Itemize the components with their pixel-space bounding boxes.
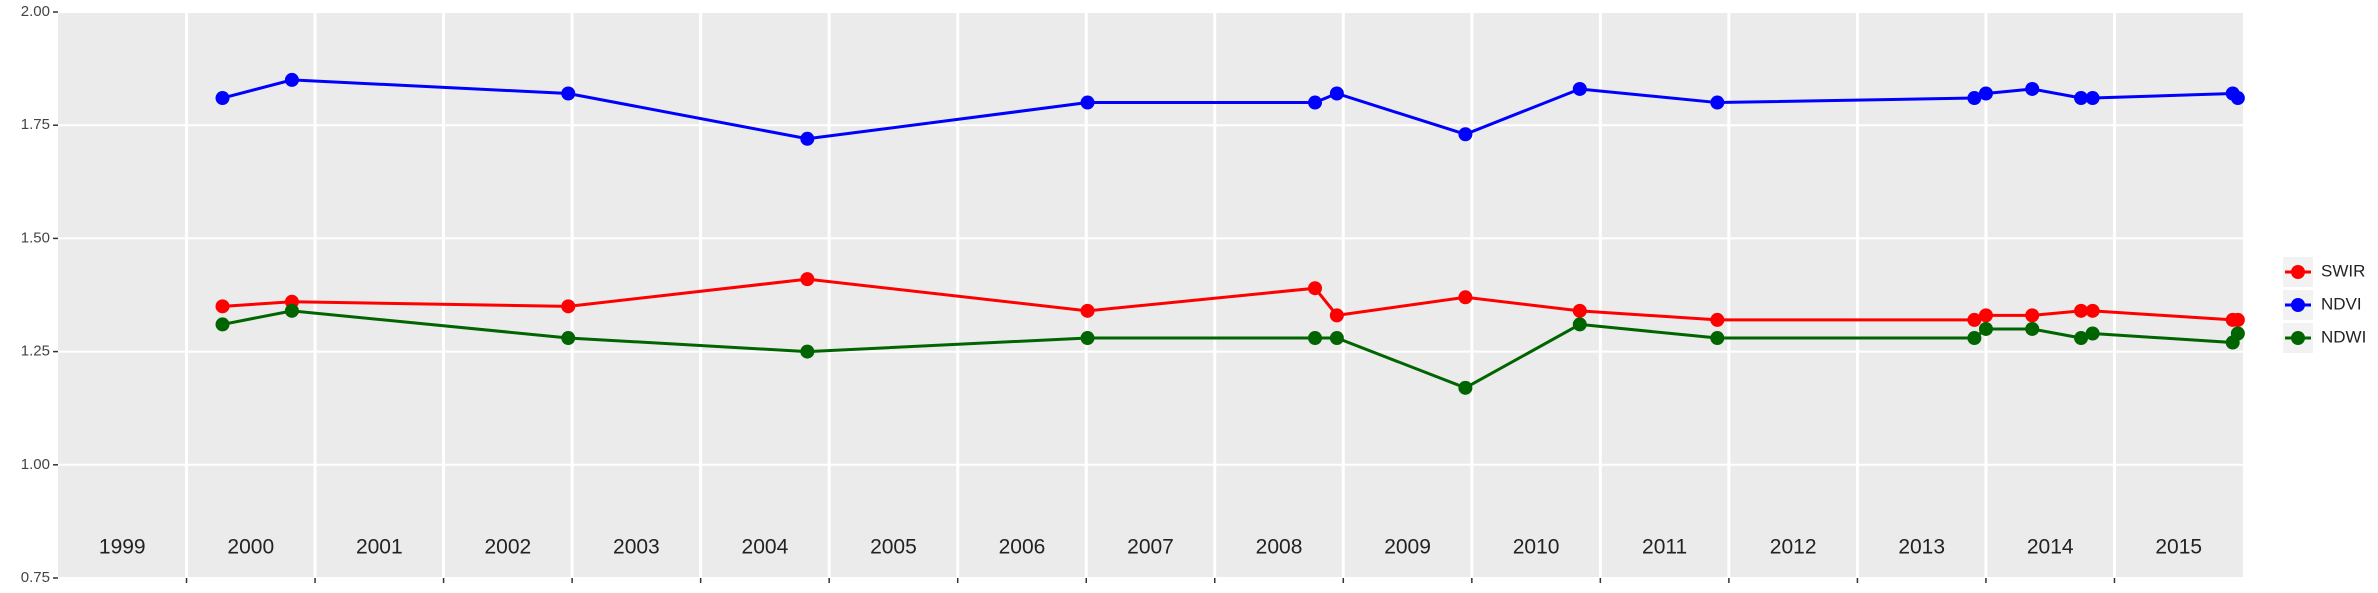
data-point xyxy=(1308,331,1323,346)
data-point xyxy=(1572,81,1587,96)
x-tick-label: 2000 xyxy=(227,536,274,559)
data-point xyxy=(561,331,576,346)
y-tick-label: 2.00 xyxy=(21,3,50,20)
data-point xyxy=(561,299,576,314)
data-point xyxy=(2025,308,2040,323)
data-point xyxy=(2074,91,2089,106)
y-tick-label: 1.00 xyxy=(21,456,50,473)
data-point xyxy=(2085,91,2100,106)
data-point xyxy=(800,344,815,359)
data-point xyxy=(2025,321,2040,336)
data-point xyxy=(2230,312,2245,327)
legend-label: NDVI xyxy=(2321,294,2362,313)
legend-point xyxy=(2291,331,2305,345)
data-point xyxy=(1967,91,1982,106)
data-point xyxy=(1308,95,1323,110)
data-point xyxy=(1710,312,1725,327)
data-point xyxy=(1978,308,1993,323)
data-point xyxy=(1329,86,1344,101)
x-tick-label: 2002 xyxy=(484,536,531,559)
data-point xyxy=(1572,317,1587,332)
data-point xyxy=(2025,81,2040,96)
x-tick-label: 2003 xyxy=(613,536,660,559)
data-point xyxy=(1458,290,1473,305)
x-tick-label: 1999 xyxy=(99,536,146,559)
x-tick-label: 2001 xyxy=(356,536,403,559)
data-point xyxy=(2085,326,2100,341)
data-point xyxy=(1458,127,1473,142)
data-point xyxy=(2074,303,2089,318)
x-tick-label: 2015 xyxy=(2155,536,2202,559)
data-point xyxy=(1710,331,1725,346)
x-tick-label: 2008 xyxy=(1256,536,1303,559)
legend-point xyxy=(2291,298,2305,312)
legend-label: NDWI xyxy=(2321,327,2366,346)
data-point xyxy=(1080,95,1095,110)
legend-label: SWIR xyxy=(2321,261,2365,280)
data-point xyxy=(1572,303,1587,318)
data-point xyxy=(284,72,299,87)
x-tick-label: 2012 xyxy=(1770,536,1817,559)
data-point xyxy=(561,86,576,101)
data-point xyxy=(1308,281,1323,296)
data-point xyxy=(1710,95,1725,110)
x-tick-label: 2011 xyxy=(1642,536,1687,559)
data-point xyxy=(1978,86,1993,101)
y-tick-label: 1.25 xyxy=(21,343,50,360)
data-point xyxy=(215,317,230,332)
data-point xyxy=(2230,326,2245,341)
data-point xyxy=(1967,312,1982,327)
legend-point xyxy=(2291,265,2305,279)
data-point xyxy=(215,91,230,106)
x-tick-label: 2005 xyxy=(870,536,917,559)
data-point xyxy=(800,131,815,146)
y-tick-label: 1.50 xyxy=(21,229,50,246)
data-point xyxy=(215,299,230,314)
data-point xyxy=(1329,308,1344,323)
x-tick-label: 2014 xyxy=(2027,536,2074,559)
data-point xyxy=(1967,331,1982,346)
x-tick-label: 2007 xyxy=(1127,536,1174,559)
panel xyxy=(58,12,2243,578)
y-tick-label: 1.75 xyxy=(21,116,50,133)
data-point xyxy=(1978,321,1993,336)
data-point xyxy=(2085,303,2100,318)
data-point xyxy=(1329,331,1344,346)
x-tick-label: 2004 xyxy=(742,536,789,559)
y-tick-label: 0.75 xyxy=(21,569,50,586)
x-tick-label: 2010 xyxy=(1513,536,1560,559)
x-tick-label: 2009 xyxy=(1384,536,1431,559)
data-point xyxy=(800,272,815,287)
data-point xyxy=(2230,91,2245,106)
data-point xyxy=(1080,303,1095,318)
data-point xyxy=(2074,331,2089,346)
data-point xyxy=(1458,380,1473,395)
x-tick-label: 2006 xyxy=(999,536,1046,559)
data-point xyxy=(1080,331,1095,346)
x-tick-label: 2013 xyxy=(1898,536,1945,559)
data-point xyxy=(284,303,299,318)
